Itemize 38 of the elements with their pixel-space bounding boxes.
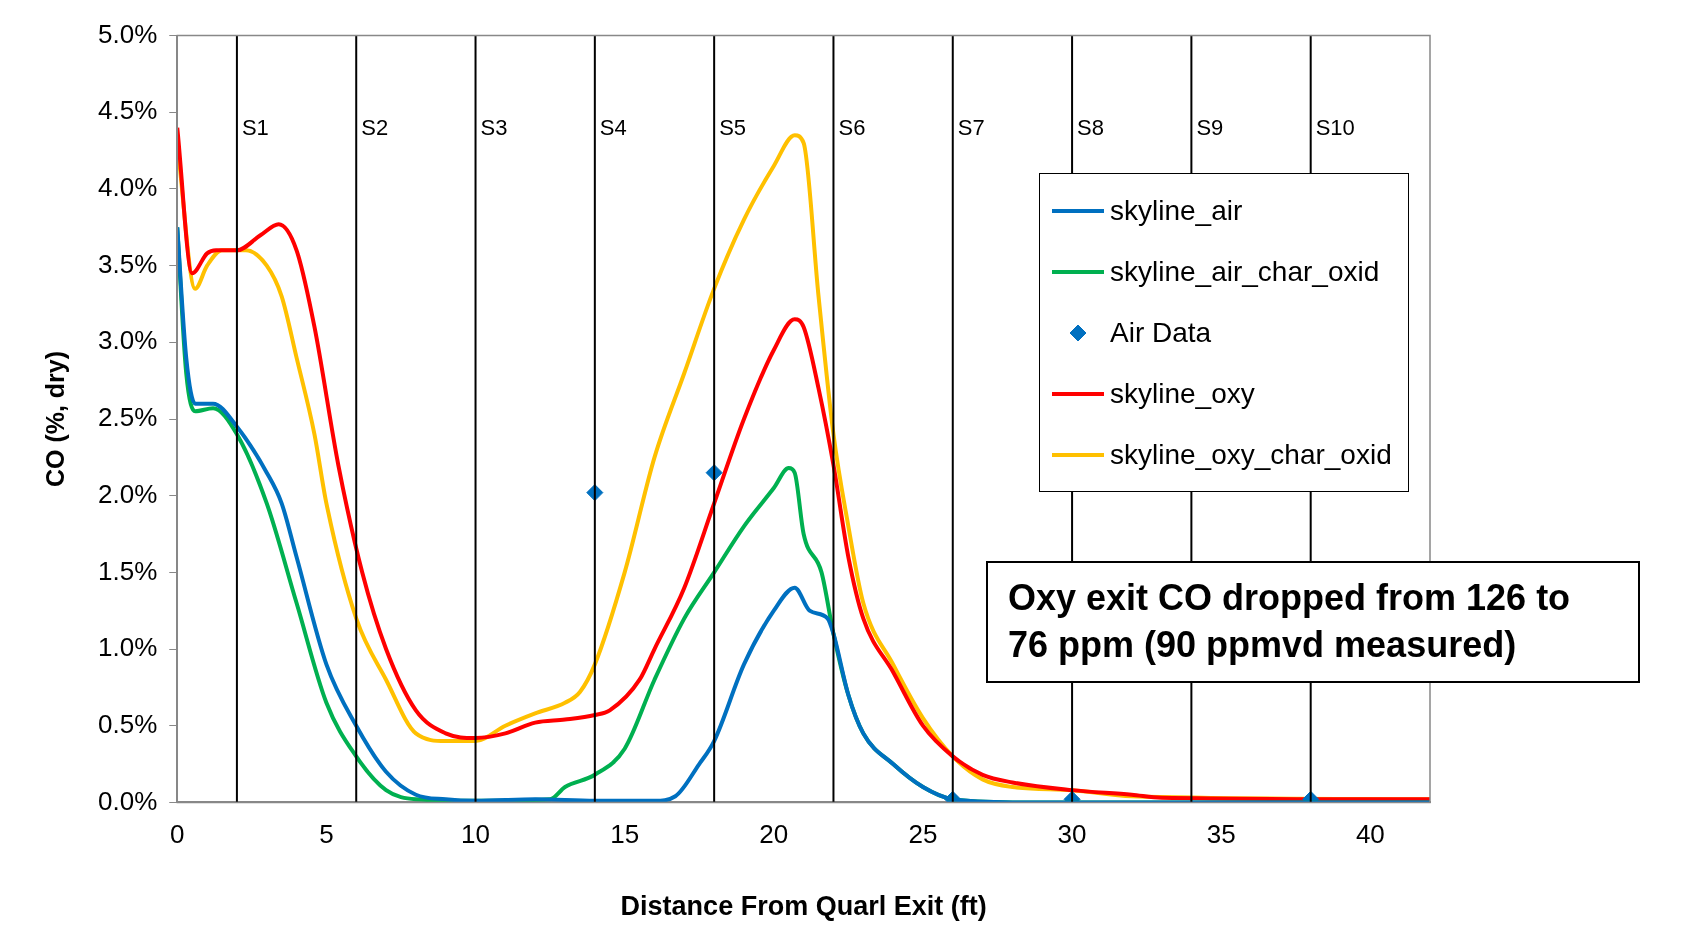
y-tick-label: 4.0% — [98, 172, 158, 203]
x-tick-label: 0 — [170, 819, 185, 850]
y-tick-label: 1.5% — [98, 555, 158, 586]
legend-label: skyline_air_char_oxid — [1110, 255, 1380, 288]
ref-line-label: S4 — [599, 114, 627, 140]
x-tick-label: 25 — [908, 819, 938, 850]
y-tick-label: 2.0% — [98, 478, 158, 509]
legend-label: skyline_oxy — [1110, 377, 1255, 410]
annotation: Oxy exit CO dropped from 126 to 76 ppm (90 ppmvd measured) — [986, 561, 1640, 683]
ref-line-label: S3 — [480, 114, 508, 140]
y-tick-label: 3.0% — [98, 325, 158, 356]
ref-line-label: S8 — [1077, 114, 1104, 140]
ref-line-label: S7 — [957, 114, 985, 140]
x-tick-label: 10 — [461, 819, 490, 850]
y-tick-label: 1.0% — [98, 632, 158, 663]
y-axis-title: CO (%, dry) — [40, 350, 69, 488]
x-tick-label: 30 — [1057, 819, 1087, 850]
x-tick-label: 20 — [759, 819, 789, 850]
x-tick-label: 40 — [1355, 819, 1385, 850]
legend-label: skyline_oxy_char_oxid — [1110, 438, 1392, 471]
y-tick-label: 0.0% — [98, 785, 158, 816]
y-tick-label: 3.5% — [98, 248, 158, 279]
x-tick-label: 35 — [1206, 819, 1236, 850]
ref-line-label: S1 — [241, 114, 269, 140]
ref-line-label: S2 — [361, 114, 389, 140]
ref-line-label: S9 — [1196, 114, 1224, 140]
y-tick-label: 5.0% — [98, 18, 158, 49]
y-tick-label: 0.5% — [98, 708, 158, 739]
y-tick-label: 2.5% — [98, 402, 158, 433]
x-tick-label: 5 — [319, 819, 334, 850]
y-tick-label: 4.5% — [98, 95, 158, 126]
legend-label: Air Data — [1110, 316, 1212, 349]
ref-line-label: S5 — [719, 114, 747, 140]
ref-line-label: S10 — [1315, 114, 1355, 140]
x-tick-label: 15 — [610, 819, 640, 850]
x-axis-title: Distance From Quarl Exit (ft) — [620, 891, 987, 922]
legend-label: skyline_air — [1110, 194, 1243, 227]
ref-line-label: S6 — [838, 114, 866, 140]
